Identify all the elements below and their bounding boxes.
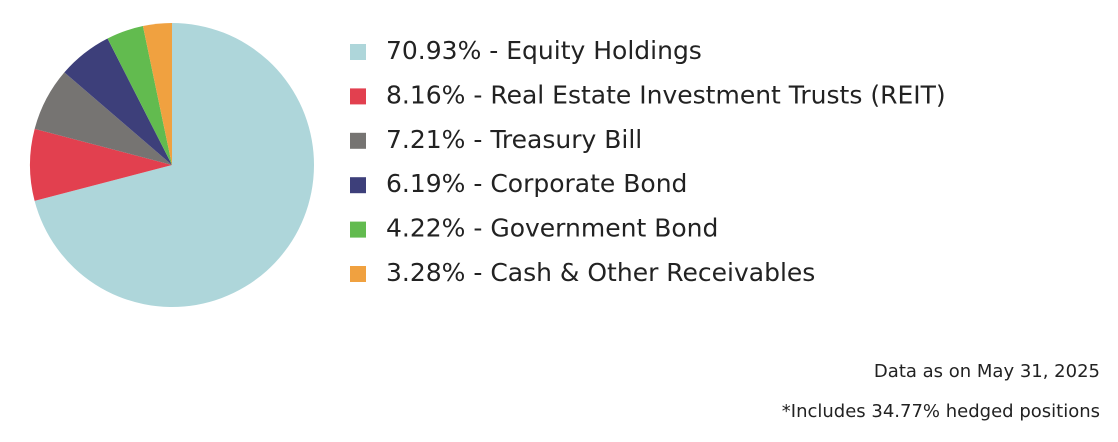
date-note: Data as on May 31, 2025 [874,361,1100,382]
legend-label: 6.19% - Corporate Bond [386,169,687,198]
legend-swatch [350,221,366,238]
hedge-note: *Includes 34.77% hedged positions [782,401,1100,422]
legend-swatch [350,177,366,194]
legend-swatch [350,132,366,149]
pie-slice [34,72,173,165]
legend-label: 70.93% - Equity Holdings [386,36,702,65]
legend-label: 8.16% - Real Estate Investment Trusts (R… [386,80,946,109]
legend-label: 7.21% - Treasury Bill [386,125,642,154]
pie-slice [107,26,172,165]
legend-label: 4.22% - Government Bond [386,214,718,243]
legend-swatch [350,266,366,282]
pie-slice [29,128,172,201]
pie-slice [142,23,172,165]
legend-swatch [350,44,366,60]
pie-slice [34,23,315,307]
legend-label: 3.28% - Cash & Other Receivables [386,258,815,287]
legend-swatch [350,88,366,105]
pie-slice [64,38,172,165]
